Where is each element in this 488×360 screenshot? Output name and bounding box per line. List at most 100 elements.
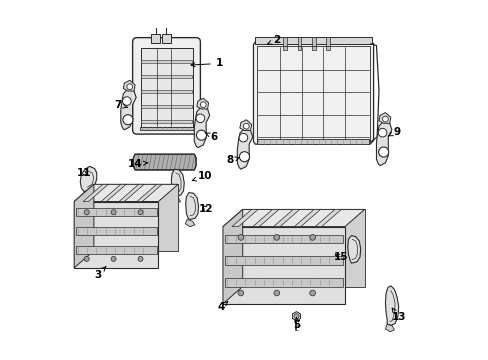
Polygon shape bbox=[76, 227, 156, 235]
Circle shape bbox=[138, 210, 142, 215]
Polygon shape bbox=[94, 184, 178, 251]
Circle shape bbox=[378, 147, 388, 157]
Polygon shape bbox=[385, 324, 394, 332]
Polygon shape bbox=[294, 210, 320, 226]
Text: 7: 7 bbox=[114, 100, 127, 110]
Polygon shape bbox=[223, 226, 344, 304]
Bar bbox=[141, 105, 191, 108]
Polygon shape bbox=[74, 202, 158, 268]
Polygon shape bbox=[171, 169, 184, 196]
Bar bbox=[257, 46, 369, 141]
Circle shape bbox=[84, 210, 89, 215]
Bar bbox=[140, 48, 192, 127]
Polygon shape bbox=[242, 210, 364, 287]
Circle shape bbox=[378, 129, 386, 137]
Circle shape bbox=[293, 314, 298, 319]
Circle shape bbox=[84, 256, 89, 261]
Polygon shape bbox=[231, 210, 258, 226]
Circle shape bbox=[200, 102, 206, 108]
Circle shape bbox=[243, 123, 249, 129]
Polygon shape bbox=[74, 184, 94, 268]
Polygon shape bbox=[171, 196, 180, 203]
Polygon shape bbox=[376, 121, 391, 166]
Circle shape bbox=[196, 114, 204, 123]
Circle shape bbox=[239, 152, 249, 162]
Polygon shape bbox=[185, 220, 195, 226]
Circle shape bbox=[309, 234, 315, 240]
Polygon shape bbox=[347, 235, 360, 263]
Circle shape bbox=[238, 234, 244, 240]
Polygon shape bbox=[74, 184, 178, 202]
Polygon shape bbox=[194, 107, 209, 148]
Text: 3: 3 bbox=[94, 267, 106, 280]
Polygon shape bbox=[101, 184, 126, 202]
Bar bbox=[151, 34, 160, 43]
Circle shape bbox=[239, 134, 247, 142]
Text: 9: 9 bbox=[387, 127, 400, 136]
Polygon shape bbox=[121, 89, 136, 130]
Polygon shape bbox=[185, 193, 198, 220]
Polygon shape bbox=[239, 120, 251, 131]
Polygon shape bbox=[82, 192, 92, 198]
Polygon shape bbox=[76, 246, 156, 253]
Polygon shape bbox=[133, 154, 196, 170]
Bar bbox=[162, 34, 171, 43]
Polygon shape bbox=[314, 210, 341, 226]
Polygon shape bbox=[196, 98, 208, 109]
Text: 13: 13 bbox=[391, 308, 405, 322]
Circle shape bbox=[111, 210, 116, 215]
Polygon shape bbox=[76, 208, 156, 216]
Circle shape bbox=[126, 84, 132, 90]
Polygon shape bbox=[223, 210, 242, 304]
Text: 14: 14 bbox=[128, 159, 148, 169]
Bar bbox=[283, 37, 286, 50]
Bar bbox=[141, 75, 191, 78]
Text: 11: 11 bbox=[77, 168, 91, 178]
Polygon shape bbox=[385, 286, 398, 325]
Circle shape bbox=[309, 290, 315, 296]
Polygon shape bbox=[83, 184, 108, 202]
Polygon shape bbox=[140, 127, 193, 130]
Text: 2: 2 bbox=[267, 35, 280, 45]
Polygon shape bbox=[253, 42, 373, 144]
Polygon shape bbox=[255, 37, 371, 44]
Polygon shape bbox=[80, 166, 97, 192]
Polygon shape bbox=[237, 128, 252, 169]
Bar bbox=[325, 37, 329, 50]
Bar bbox=[311, 37, 315, 50]
FancyBboxPatch shape bbox=[132, 38, 200, 134]
Circle shape bbox=[138, 256, 142, 261]
Text: 5: 5 bbox=[292, 318, 300, 330]
Circle shape bbox=[122, 115, 133, 125]
Polygon shape bbox=[119, 184, 144, 202]
Polygon shape bbox=[292, 312, 300, 321]
Polygon shape bbox=[223, 210, 364, 226]
Circle shape bbox=[111, 256, 116, 261]
Polygon shape bbox=[224, 234, 343, 243]
Text: 4: 4 bbox=[217, 302, 227, 312]
Text: 10: 10 bbox=[192, 171, 212, 181]
Text: 15: 15 bbox=[333, 252, 348, 262]
Polygon shape bbox=[224, 256, 343, 265]
Bar bbox=[141, 90, 191, 93]
Circle shape bbox=[382, 116, 387, 122]
Text: 6: 6 bbox=[204, 132, 217, 142]
Bar bbox=[141, 59, 191, 63]
Bar bbox=[141, 120, 191, 123]
Polygon shape bbox=[123, 80, 135, 91]
Bar bbox=[297, 37, 301, 50]
Circle shape bbox=[273, 234, 279, 240]
Polygon shape bbox=[378, 113, 390, 123]
Text: 8: 8 bbox=[226, 155, 239, 165]
Text: 1: 1 bbox=[191, 58, 223, 68]
Circle shape bbox=[122, 97, 131, 105]
Text: 12: 12 bbox=[199, 204, 213, 214]
Circle shape bbox=[238, 290, 244, 296]
Circle shape bbox=[196, 130, 206, 140]
Polygon shape bbox=[257, 139, 368, 144]
Polygon shape bbox=[224, 278, 343, 287]
Polygon shape bbox=[137, 184, 162, 202]
Polygon shape bbox=[273, 210, 299, 226]
Polygon shape bbox=[252, 210, 278, 226]
Circle shape bbox=[273, 290, 279, 296]
